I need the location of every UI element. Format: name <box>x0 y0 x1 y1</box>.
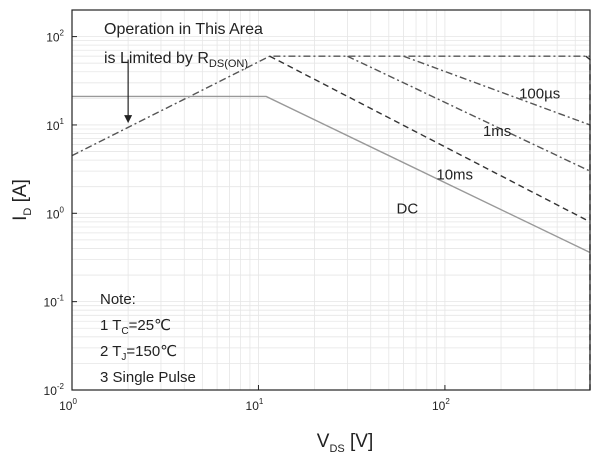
y-tick-label: 101 <box>46 117 64 133</box>
note-items: 1 TC=25℃ 2 TJ=150℃ 3 Single Pulse <box>100 317 196 386</box>
arrow-head <box>124 115 133 124</box>
series-line-dc <box>72 95 591 254</box>
y-tick-label: 10-1 <box>44 294 65 310</box>
series-label: 10ms <box>436 167 473 184</box>
x-tick-label: 100 <box>59 397 77 413</box>
series-line-boundary-5 <box>585 55 591 390</box>
x-tick-label: 101 <box>246 397 264 413</box>
grid-layer <box>72 10 590 390</box>
tick-layer: 100 101 102 10-2 10-1 100 101 102 <box>44 29 451 413</box>
note-item: 3 Single Pulse <box>100 369 196 386</box>
series-line-10ms <box>269 55 591 223</box>
annotation-line-1: Operation in This Area <box>104 21 263 38</box>
note-title: Note: <box>100 291 136 308</box>
note-item: 1 TC=25℃ <box>100 317 171 337</box>
series-line-100s <box>71 55 590 157</box>
y-axis-title: ID [A] <box>10 179 34 221</box>
x-tick-label: 102 <box>432 397 450 413</box>
plot-frame <box>71 9 591 391</box>
x-axis-title: VDS [V] <box>317 431 373 455</box>
label-layer: 100µs 1ms 10ms DC <box>396 85 560 217</box>
y-tick-label: 10-2 <box>44 382 65 398</box>
annotation-line-2: is Limited by RDS(ON) <box>104 50 248 70</box>
series-label: 100µs <box>519 85 560 102</box>
note-item: 2 TJ=150℃ <box>100 343 177 363</box>
annotation-arrow <box>124 59 133 124</box>
y-tick-label: 102 <box>46 29 64 45</box>
series-line-boundary-1 <box>403 55 591 126</box>
series-label: 1ms <box>483 123 511 140</box>
series-label: DC <box>396 200 418 217</box>
y-tick-label: 100 <box>46 205 64 221</box>
series-layer <box>71 55 591 390</box>
